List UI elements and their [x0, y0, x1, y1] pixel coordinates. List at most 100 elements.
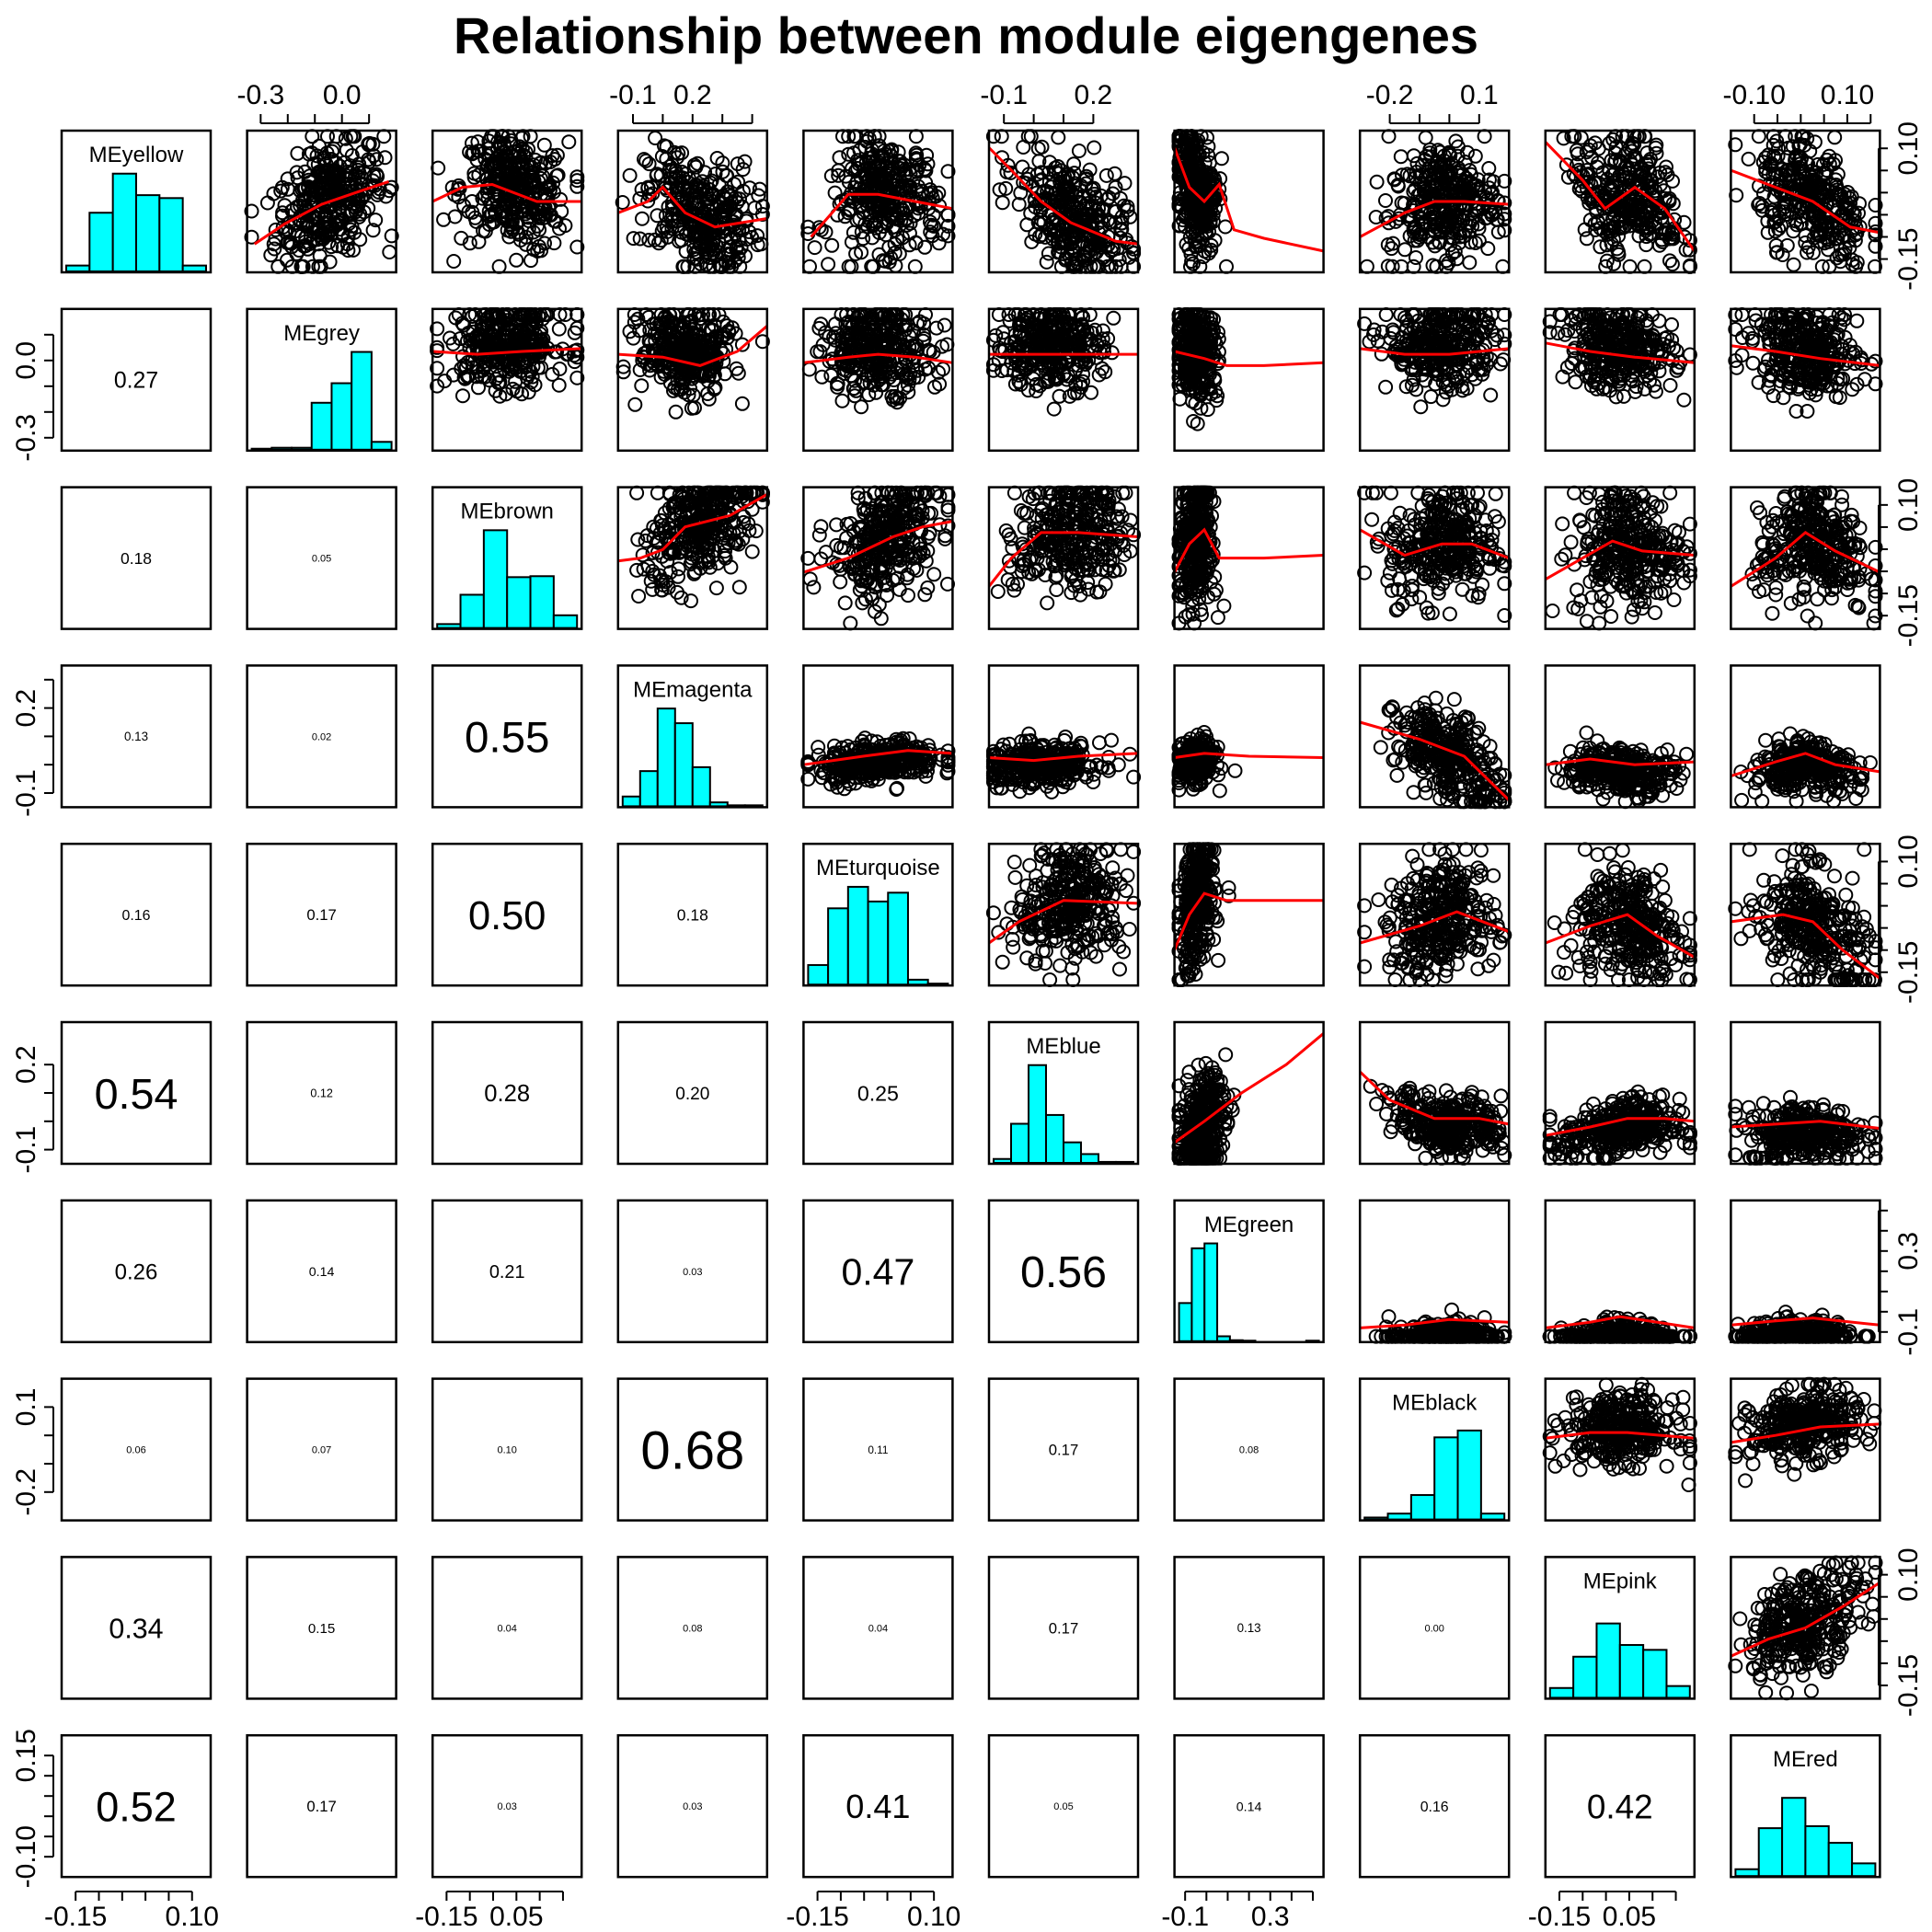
scatter-point [1413, 399, 1429, 415]
scatter-point [370, 168, 385, 184]
scatter-point [377, 150, 393, 166]
panel-frame [60, 129, 213, 274]
scatter-point [317, 226, 333, 241]
scatter-point [1393, 149, 1409, 165]
panel-MEyellow-MEblue [985, 129, 1142, 274]
panel-MEgrey-MEgrey: MEgrey [246, 307, 397, 453]
scatter-point [827, 185, 843, 201]
scatter-point [368, 213, 384, 228]
scatter-point [270, 259, 286, 274]
histogram-bar [65, 264, 91, 272]
scatter-point [734, 396, 750, 411]
panel-MEyellow-MEgreen [1171, 129, 1325, 274]
scatter-point [569, 169, 585, 185]
scatter-point [277, 198, 293, 213]
scatter-point [1637, 259, 1652, 274]
scatter-point [1107, 166, 1122, 181]
scatter-point [382, 245, 397, 259]
panel-MEyellow-MEblack [1358, 129, 1512, 274]
scatter-point [491, 259, 507, 274]
scatter-point [988, 328, 1004, 343]
histogram-bar [181, 264, 208, 272]
scatter-point [1213, 151, 1229, 167]
scatter-point [1217, 219, 1233, 235]
scatter-point [328, 155, 344, 170]
panel-MEgrey-MEblue [985, 307, 1140, 453]
chart-title: Relationship between module eigengenes [454, 6, 1478, 64]
scatter-point [1219, 259, 1234, 274]
scatter-point [384, 179, 399, 195]
scatter-point [1087, 140, 1102, 155]
scatter-point [509, 252, 524, 268]
scatter-point [259, 195, 275, 211]
scatter-point [536, 137, 552, 153]
scatter-point [1786, 257, 1801, 272]
scatter-point [366, 148, 382, 164]
scatter-point [1084, 385, 1098, 400]
panel-frame [246, 129, 397, 274]
scatter-point [282, 224, 297, 240]
scatter-point [737, 154, 753, 169]
scatter-point [845, 224, 861, 240]
scatter-point [627, 397, 643, 412]
scatter-point [622, 167, 638, 183]
histogram-bar [351, 351, 373, 451]
scatter-point [1190, 416, 1205, 431]
scatter-point [282, 214, 298, 230]
histogram-bar [111, 172, 137, 273]
scatter-point [928, 320, 944, 336]
scatter-point [650, 208, 665, 224]
histogram-bar [158, 197, 184, 272]
scatter-point [304, 145, 319, 161]
scatter-point [465, 194, 480, 209]
scatter-point [455, 388, 470, 404]
scatter-point [361, 136, 376, 152]
scatter-point [1827, 130, 1843, 145]
panel-MEyellow-MEturquoise [800, 129, 956, 274]
scatter-point [1423, 389, 1439, 405]
scatter-point [1071, 144, 1087, 158]
scatter-point [268, 222, 283, 237]
module-label: MEyellow [89, 143, 184, 167]
scatter-point [1462, 255, 1478, 270]
scatter-point [1477, 129, 1492, 144]
scatter-point [1409, 250, 1423, 265]
scatter-point [299, 214, 315, 230]
panel-MEgrey-MEbrown [430, 307, 585, 453]
scatter-point [1039, 254, 1054, 270]
scatter-point [908, 129, 924, 144]
scatter-point [305, 129, 320, 144]
scatter-point [338, 131, 353, 146]
scatter-point [551, 377, 567, 393]
scatter-point [551, 321, 567, 337]
panel-MEgrey-MEmagenta [615, 307, 770, 453]
scatter-point [1406, 259, 1421, 274]
scatter-point [854, 399, 869, 415]
scatter-point [275, 205, 291, 221]
scatter-point [634, 378, 650, 394]
scatter-point [1480, 241, 1496, 257]
scatter-point [824, 237, 840, 253]
panel-MEyellow-MEpink [1544, 129, 1697, 274]
panel-MEyellow-MEgrey [244, 129, 399, 274]
scatter-point [447, 209, 463, 224]
scatter-point [1016, 140, 1031, 155]
scatter-point [814, 369, 830, 385]
scatter-point [501, 229, 517, 245]
scatter-point [1359, 259, 1374, 274]
panel-MEgrey-MEpink [1542, 307, 1697, 453]
scatter-point [446, 254, 462, 269]
scatter-point [323, 205, 339, 221]
panel-MEgrey-MEgreen [1171, 307, 1325, 453]
scatter-point [1741, 151, 1756, 167]
scatter-point [801, 362, 817, 377]
scatter-point [543, 155, 558, 169]
panel-MEyellow-MEyellow: MEyellow [60, 129, 213, 274]
scatter-point [454, 230, 469, 246]
panel-MEgrey-MEyellow: 0.27 [60, 307, 213, 453]
panel-MEyellow-MEbrown [431, 129, 585, 274]
scatter-point [335, 239, 351, 255]
scatter-point [369, 152, 385, 167]
